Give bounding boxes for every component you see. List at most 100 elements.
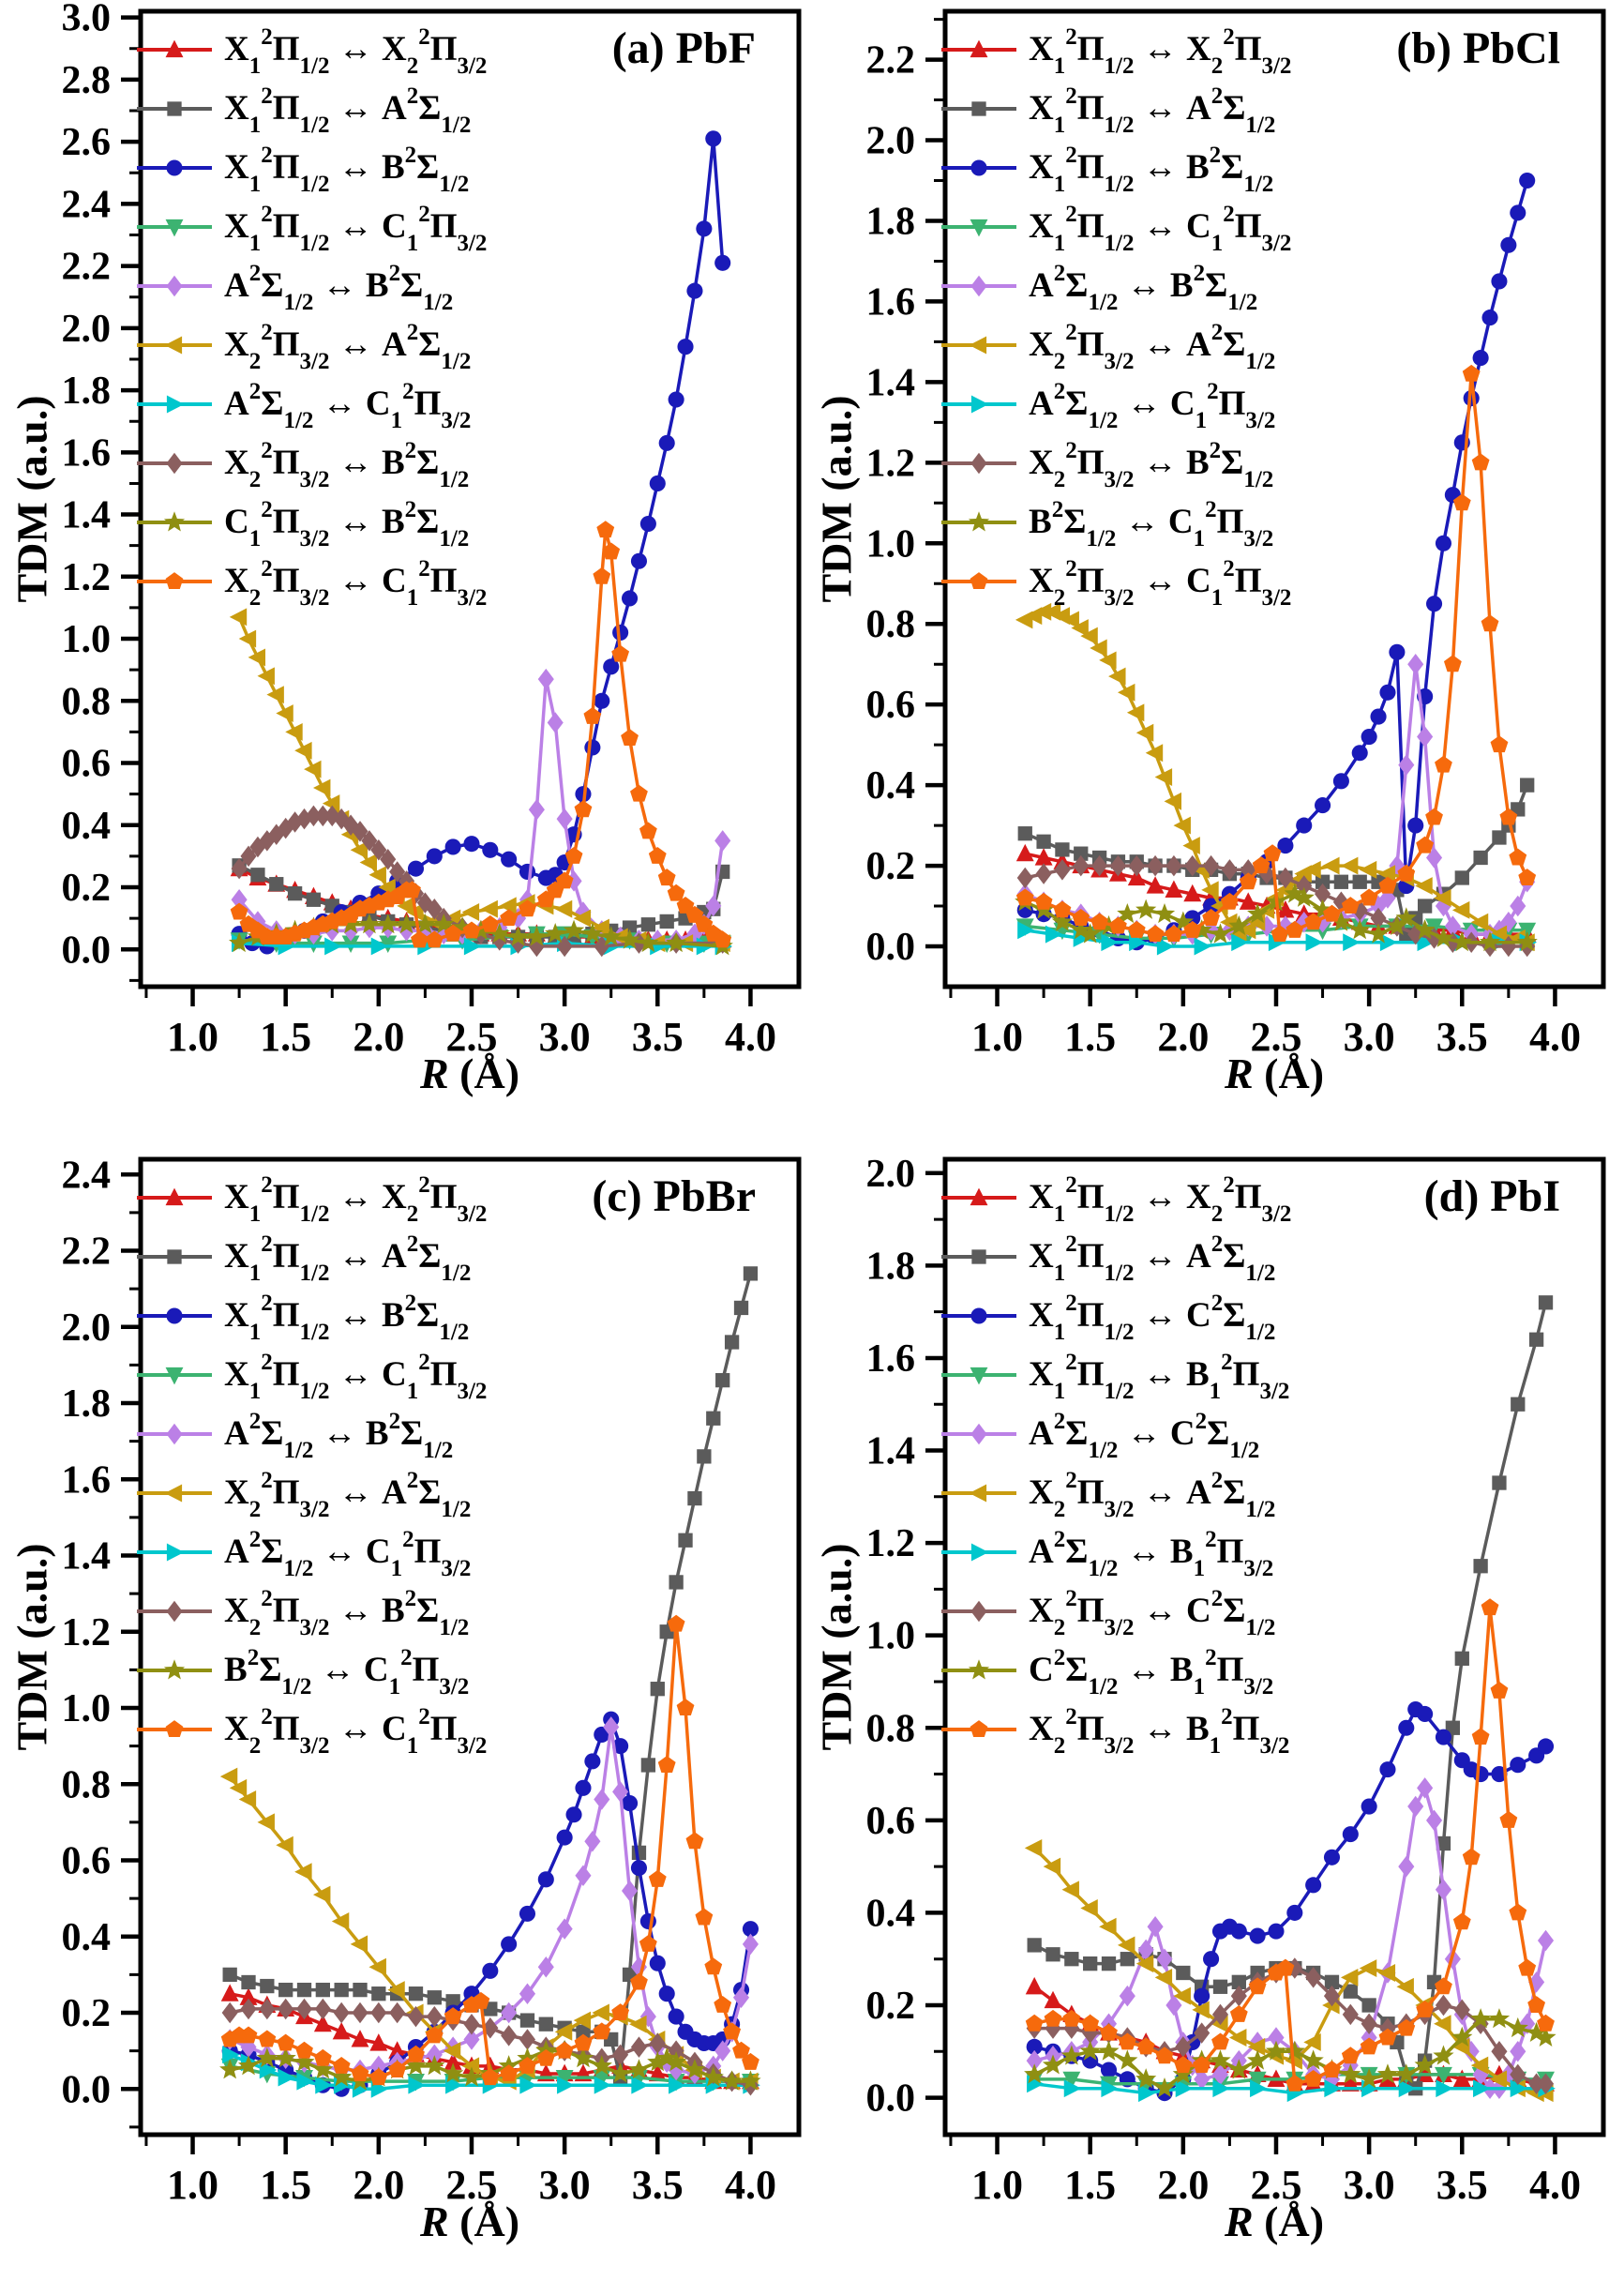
- legend-label: A2Σ1/2 ↔ B2Σ1/2: [224, 260, 454, 316]
- x-tick-label: 3.0: [1344, 2162, 1395, 2208]
- legend-swatch-triangle-left-icon: [137, 336, 212, 354]
- data-point-marker: [564, 846, 583, 864]
- legend-entry-asig-c1pi: A2Σ1/2 ↔ C12Π3/2: [136, 1522, 487, 1581]
- x-tick-label: 1.0: [971, 2162, 1023, 2208]
- data-point-marker: [554, 2022, 573, 2041]
- data-point-marker: [649, 2032, 666, 2054]
- data-point-marker: [612, 2044, 629, 2065]
- data-point-marker: [1129, 933, 1147, 952]
- data-point-marker: [389, 2001, 406, 2024]
- legend-entry-x1pi-x2pi: X12Π1/2 ↔ X22Π3/2: [136, 20, 487, 79]
- data-point-marker: [639, 1934, 657, 1952]
- data-point-marker: [696, 220, 713, 237]
- data-point-marker: [714, 2040, 731, 2062]
- data-point-marker: [1153, 902, 1176, 924]
- data-point-marker: [537, 1956, 554, 1978]
- data-point-marker: [678, 1533, 693, 1548]
- data-point-marker: [733, 1300, 749, 1316]
- legend-entry-x2pi-c1pi: X22Π3/2 ↔ C12Π3/2: [136, 1699, 487, 1759]
- x-tick-label: 3.5: [1436, 1014, 1488, 1060]
- minor-ticks: [934, 18, 1511, 998]
- data-point-marker: [1340, 2063, 1361, 2084]
- data-point-marker: [603, 1716, 620, 1738]
- data-point-marker: [1099, 1917, 1117, 1936]
- y-tick-label: 2.4: [62, 183, 112, 226]
- data-point-marker: [1184, 854, 1201, 877]
- data-point-marker: [1417, 899, 1433, 914]
- legend-swatch-circle-icon: [941, 1307, 1016, 1324]
- x-axis-label-unit: (Å): [1253, 1050, 1325, 1097]
- data-point-marker: [1416, 2001, 1435, 2017]
- x-axis-label: R (Å): [945, 2197, 1603, 2246]
- legend-label: X12Π1/2 ↔ B2Σ1/2: [224, 1290, 470, 1346]
- data-point-marker: [1277, 867, 1294, 889]
- legend-label: A2Σ1/2 ↔ C12Π3/2: [1029, 378, 1276, 434]
- data-point-marker: [668, 2008, 684, 2025]
- legend-label: X12Π1/2 ↔ C12Π3/2: [1029, 201, 1292, 257]
- legend-entry-x1pi-asig: X12Π1/2 ↔ A2Σ1/2: [136, 1227, 487, 1286]
- panel-title-pbcl: (b) PbCl: [1396, 23, 1560, 73]
- legend-entry-x1pi-x2pi: X12Π1/2 ↔ X22Π3/2: [940, 1168, 1291, 1227]
- data-point-marker: [648, 846, 667, 864]
- data-point-marker: [387, 1981, 405, 2000]
- data-point-marker: [593, 2069, 611, 2088]
- data-point-marker: [1435, 1879, 1452, 1901]
- data-point-marker: [970, 219, 988, 236]
- data-point-marker: [237, 2055, 260, 2076]
- data-point-marker: [1305, 1877, 1322, 1894]
- legend-entry-x2pi-c1pi: X22Π3/2 ↔ C12Π3/2: [136, 551, 487, 611]
- data-point-marker: [723, 2022, 742, 2040]
- data-point-marker: [537, 1871, 554, 1888]
- data-point-marker: [1229, 2004, 1248, 2022]
- data-point-marker: [593, 2022, 611, 2040]
- data-point-marker: [1055, 842, 1070, 857]
- x-axis-label-symbol: R: [419, 1050, 449, 1097]
- y-tick-label: 1.6: [866, 1337, 916, 1381]
- legend-swatch-circle-icon: [137, 1307, 212, 1324]
- data-point-marker: [638, 931, 659, 953]
- data-point-marker: [1024, 1838, 1043, 1857]
- y-tick-label: 0.2: [866, 845, 916, 888]
- legend-label: A2Σ1/2 ↔ B12Π3/2: [1029, 1526, 1274, 1582]
- data-point-marker: [969, 336, 987, 354]
- legend-swatch-triangle-down-icon: [137, 1367, 212, 1384]
- data-point-marker: [1268, 2027, 1285, 2048]
- data-point-marker: [621, 1880, 639, 1902]
- x-axis-label-symbol: R: [1224, 2198, 1254, 2245]
- legend-swatch-diamond-icon: [137, 1423, 212, 1444]
- data-point-marker: [1349, 919, 1371, 940]
- x-axis-label: R (Å): [945, 1049, 1603, 1098]
- data-point-marker: [1119, 1985, 1135, 2007]
- x-tick-label: 1.5: [260, 1014, 311, 1060]
- data-point-marker: [1452, 1912, 1471, 1930]
- legend-entry-c1pi-bsig: C12Π3/2 ↔ B2Σ1/2: [136, 492, 487, 551]
- data-point-marker: [501, 2001, 518, 2024]
- legend-label: X22Π3/2 ↔ B12Π3/2: [1029, 1703, 1290, 1760]
- data-point-marker: [266, 686, 284, 704]
- data-point-marker: [489, 922, 510, 944]
- data-point-marker: [163, 1658, 186, 1679]
- data-point-marker: [1386, 914, 1408, 936]
- data-point-marker: [1361, 2013, 1377, 2034]
- plot-area-pbf: 0.0 0.2 0.4 0.6 0.8 1.0 1.2 1.4 1.6 1.8 2.0 2.2 2.4 2…: [62, 0, 802, 1060]
- data-point-marker: [1155, 2047, 1174, 2064]
- data-point-marker: [1210, 923, 1231, 944]
- data-point-marker: [970, 452, 987, 474]
- data-point-marker: [424, 2055, 445, 2076]
- legend-label: X22Π3/2 ↔ B2Σ1/2: [224, 437, 470, 493]
- data-point-marker: [1472, 350, 1489, 367]
- data-point-marker: [1435, 1977, 1452, 1995]
- data-point-marker: [602, 542, 621, 560]
- data-point-marker: [510, 907, 527, 929]
- data-point-marker: [220, 1984, 239, 2001]
- y-tick-label: 1.4: [62, 494, 112, 537]
- data-point-marker: [296, 1982, 312, 1998]
- data-point-marker: [695, 1908, 714, 1926]
- data-point-marker: [1231, 933, 1249, 952]
- data-point-marker: [714, 930, 732, 948]
- data-point-marker: [1518, 869, 1537, 885]
- data-point-marker: [165, 571, 184, 589]
- data-point-marker: [352, 2001, 368, 2024]
- legend-label: X22Π3/2 ↔ A2Σ1/2: [224, 1467, 472, 1523]
- data-point-marker: [241, 1974, 256, 1990]
